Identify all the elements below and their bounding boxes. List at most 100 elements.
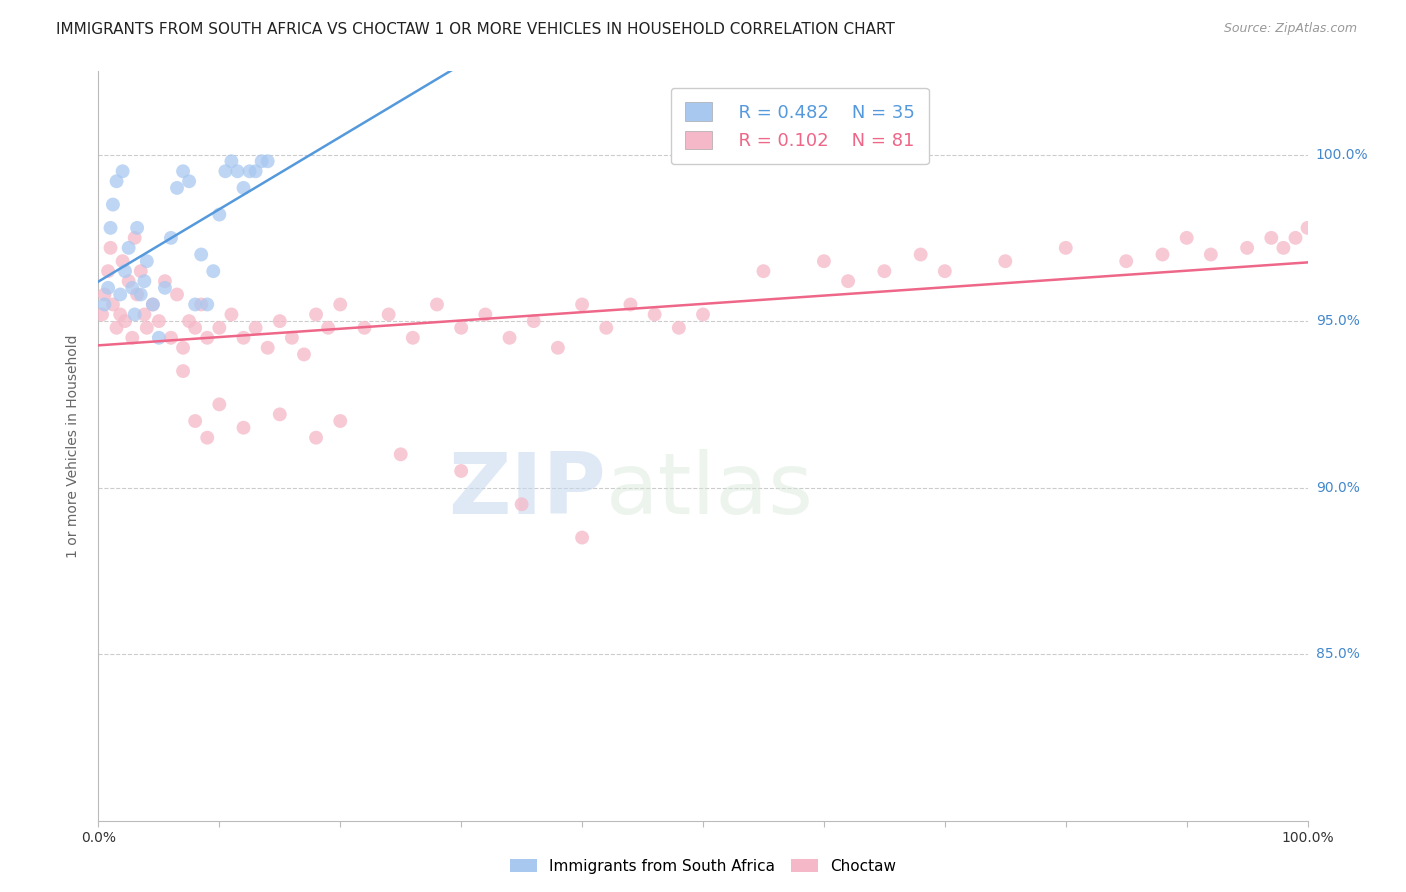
Point — [245, 320, 267, 334]
Point — [142, 297, 165, 311]
Point — [195, 431, 218, 445]
Point — [121, 281, 143, 295]
Point — [226, 164, 249, 178]
Point — [329, 414, 352, 428]
Legend: Immigrants from South Africa, Choctaw: Immigrants from South Africa, Choctaw — [503, 853, 903, 880]
Point — [1199, 247, 1222, 261]
Legend:   R = 0.482    N = 35,   R = 0.102    N = 81: R = 0.482 N = 35, R = 0.102 N = 81 — [671, 88, 929, 164]
Point — [134, 308, 156, 322]
Point — [124, 231, 146, 245]
Point — [1284, 231, 1306, 245]
Point — [127, 220, 149, 235]
Point — [179, 314, 201, 328]
Point — [208, 397, 231, 411]
Text: 85.0%: 85.0% — [1316, 647, 1360, 661]
Point — [214, 164, 236, 178]
Text: ZIP: ZIP — [449, 450, 606, 533]
Point — [166, 287, 188, 301]
Point — [450, 320, 472, 334]
Point — [111, 164, 134, 178]
Point — [377, 308, 399, 322]
Point — [498, 331, 520, 345]
Point — [179, 174, 201, 188]
Point — [402, 331, 425, 345]
Point — [97, 264, 120, 278]
Point — [316, 320, 339, 334]
Point — [101, 297, 124, 311]
Text: 95.0%: 95.0% — [1316, 314, 1360, 328]
Text: 100.0%: 100.0% — [1316, 147, 1368, 161]
Point — [135, 320, 157, 334]
Point — [129, 264, 152, 278]
Point — [135, 254, 157, 268]
Point — [153, 281, 176, 295]
Point — [644, 308, 666, 322]
Point — [523, 314, 546, 328]
Point — [232, 181, 254, 195]
Point — [148, 314, 170, 328]
Point — [1115, 254, 1137, 268]
Point — [1054, 241, 1077, 255]
Point — [121, 331, 143, 345]
Point — [195, 297, 218, 311]
Point — [184, 414, 207, 428]
Point — [595, 320, 617, 334]
Point — [250, 154, 273, 169]
Point — [202, 264, 225, 278]
Point — [172, 341, 194, 355]
Point — [101, 197, 124, 211]
Point — [837, 274, 859, 288]
Point — [1296, 220, 1319, 235]
Point — [100, 241, 122, 255]
Point — [873, 264, 896, 278]
Point — [474, 308, 496, 322]
Point — [100, 220, 122, 235]
Point — [208, 320, 231, 334]
Text: 90.0%: 90.0% — [1316, 481, 1360, 495]
Point — [239, 164, 262, 178]
Point — [190, 297, 212, 311]
Text: atlas: atlas — [606, 450, 814, 533]
Point — [1260, 231, 1282, 245]
Point — [994, 254, 1017, 268]
Point — [389, 447, 412, 461]
Point — [142, 297, 165, 311]
Point — [124, 308, 146, 322]
Point — [166, 181, 188, 195]
Point — [153, 274, 176, 288]
Point — [221, 154, 243, 169]
Point — [426, 297, 449, 311]
Point — [118, 274, 141, 288]
Point — [752, 264, 775, 278]
Point — [910, 247, 932, 261]
Text: Source: ZipAtlas.com: Source: ZipAtlas.com — [1223, 22, 1357, 36]
Point — [353, 320, 375, 334]
Point — [105, 320, 128, 334]
Point — [1152, 247, 1174, 261]
Point — [269, 314, 291, 328]
Point — [118, 241, 141, 255]
Point — [668, 320, 690, 334]
Point — [292, 347, 315, 361]
Point — [281, 331, 304, 345]
Point — [305, 308, 328, 322]
Point — [221, 308, 243, 322]
Point — [127, 287, 149, 301]
Point — [129, 287, 152, 301]
Point — [114, 314, 136, 328]
Point — [934, 264, 956, 278]
Point — [571, 531, 593, 545]
Y-axis label: 1 or more Vehicles in Household: 1 or more Vehicles in Household — [66, 334, 80, 558]
Point — [305, 431, 328, 445]
Point — [571, 297, 593, 311]
Point — [190, 247, 212, 261]
Point — [692, 308, 714, 322]
Point — [256, 154, 278, 169]
Point — [269, 408, 291, 422]
Point — [93, 297, 115, 311]
Point — [148, 331, 170, 345]
Point — [1236, 241, 1258, 255]
Text: IMMIGRANTS FROM SOUTH AFRICA VS CHOCTAW 1 OR MORE VEHICLES IN HOUSEHOLD CORRELAT: IMMIGRANTS FROM SOUTH AFRICA VS CHOCTAW … — [56, 22, 896, 37]
Point — [232, 331, 254, 345]
Point — [1272, 241, 1295, 255]
